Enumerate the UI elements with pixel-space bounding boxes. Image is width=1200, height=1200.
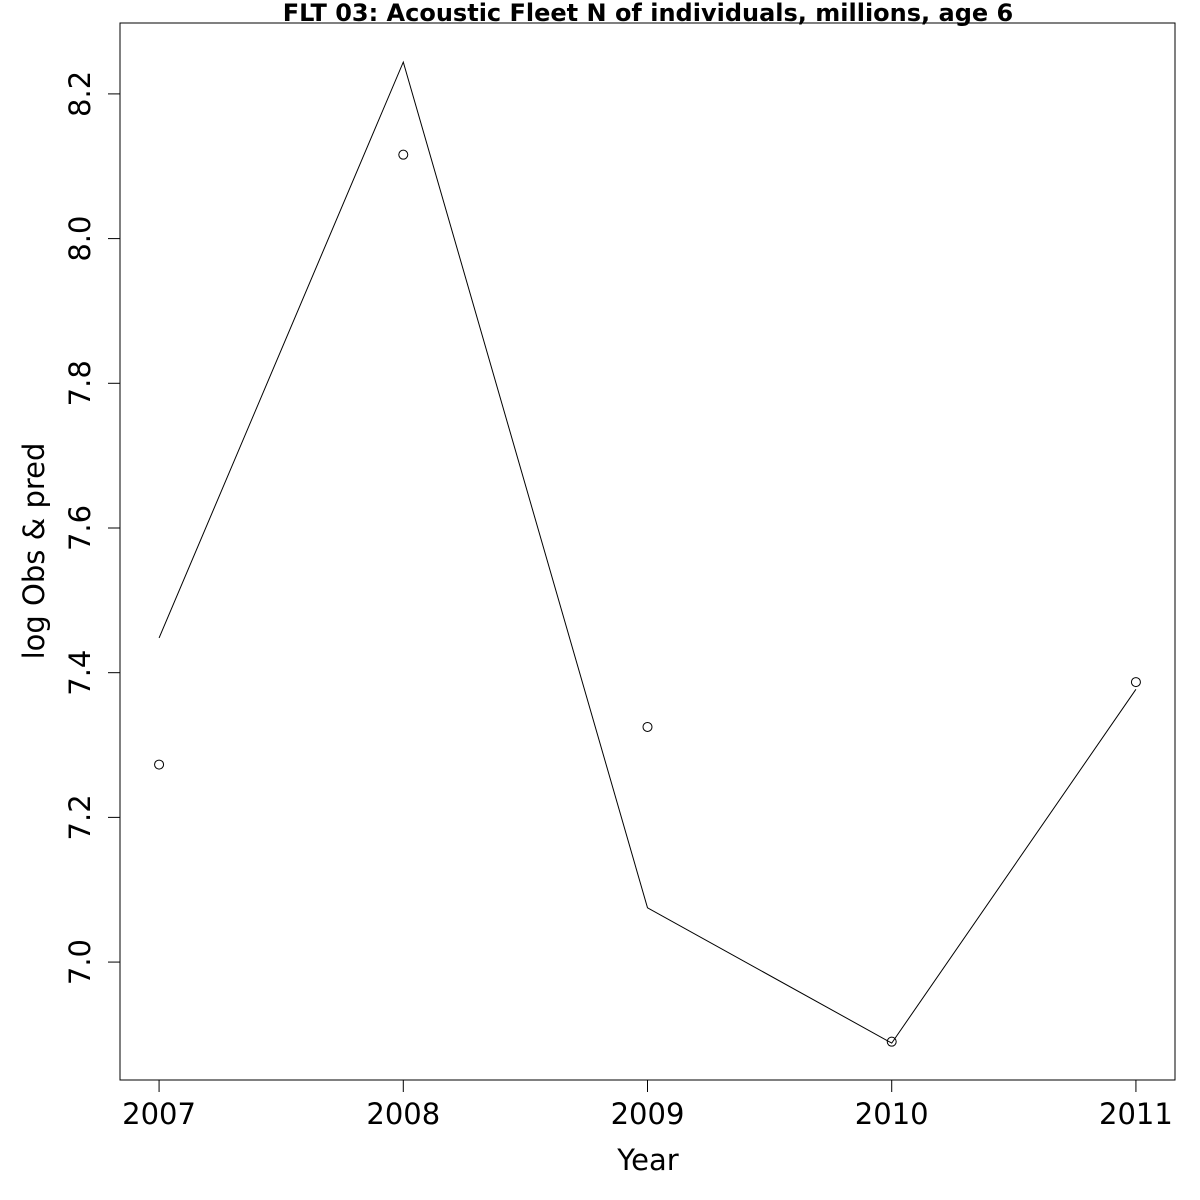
- observed-point: [886, 1036, 897, 1047]
- y-tick-label: 7.6: [63, 505, 97, 551]
- y-tick-label: 7.4: [63, 650, 97, 696]
- y-tick-label: 7.2: [63, 794, 97, 840]
- x-tick-label: 2007: [122, 1097, 196, 1131]
- x-axis: 2007 2008 2009 2010 2011: [122, 1079, 1173, 1131]
- x-tick-label: 2008: [366, 1097, 440, 1131]
- observed-point: [642, 721, 653, 732]
- y-tick-label: 7.8: [63, 360, 97, 406]
- plot-frame: [119, 22, 1176, 1081]
- x-tick-label: 2010: [855, 1097, 929, 1131]
- y-axis-label: log Obs & pred: [17, 443, 51, 660]
- observed-point: [398, 149, 409, 160]
- observed-point: [1130, 677, 1141, 688]
- y-tick-label: 7.0: [63, 939, 97, 985]
- y-tick-label: 8.2: [63, 71, 97, 117]
- predicted-line: [158, 60, 1137, 1044]
- x-tick-label: 2009: [611, 1097, 685, 1131]
- x-axis-label: Year: [616, 1143, 678, 1177]
- y-axis: 7.0 7.2 7.4 7.6 7.8 8.0 8.2: [63, 71, 121, 985]
- x-tick-label: 2011: [1099, 1097, 1173, 1131]
- y-tick-label: 8.0: [63, 216, 97, 262]
- plot-series: [154, 60, 1141, 1047]
- observed-point: [154, 759, 165, 770]
